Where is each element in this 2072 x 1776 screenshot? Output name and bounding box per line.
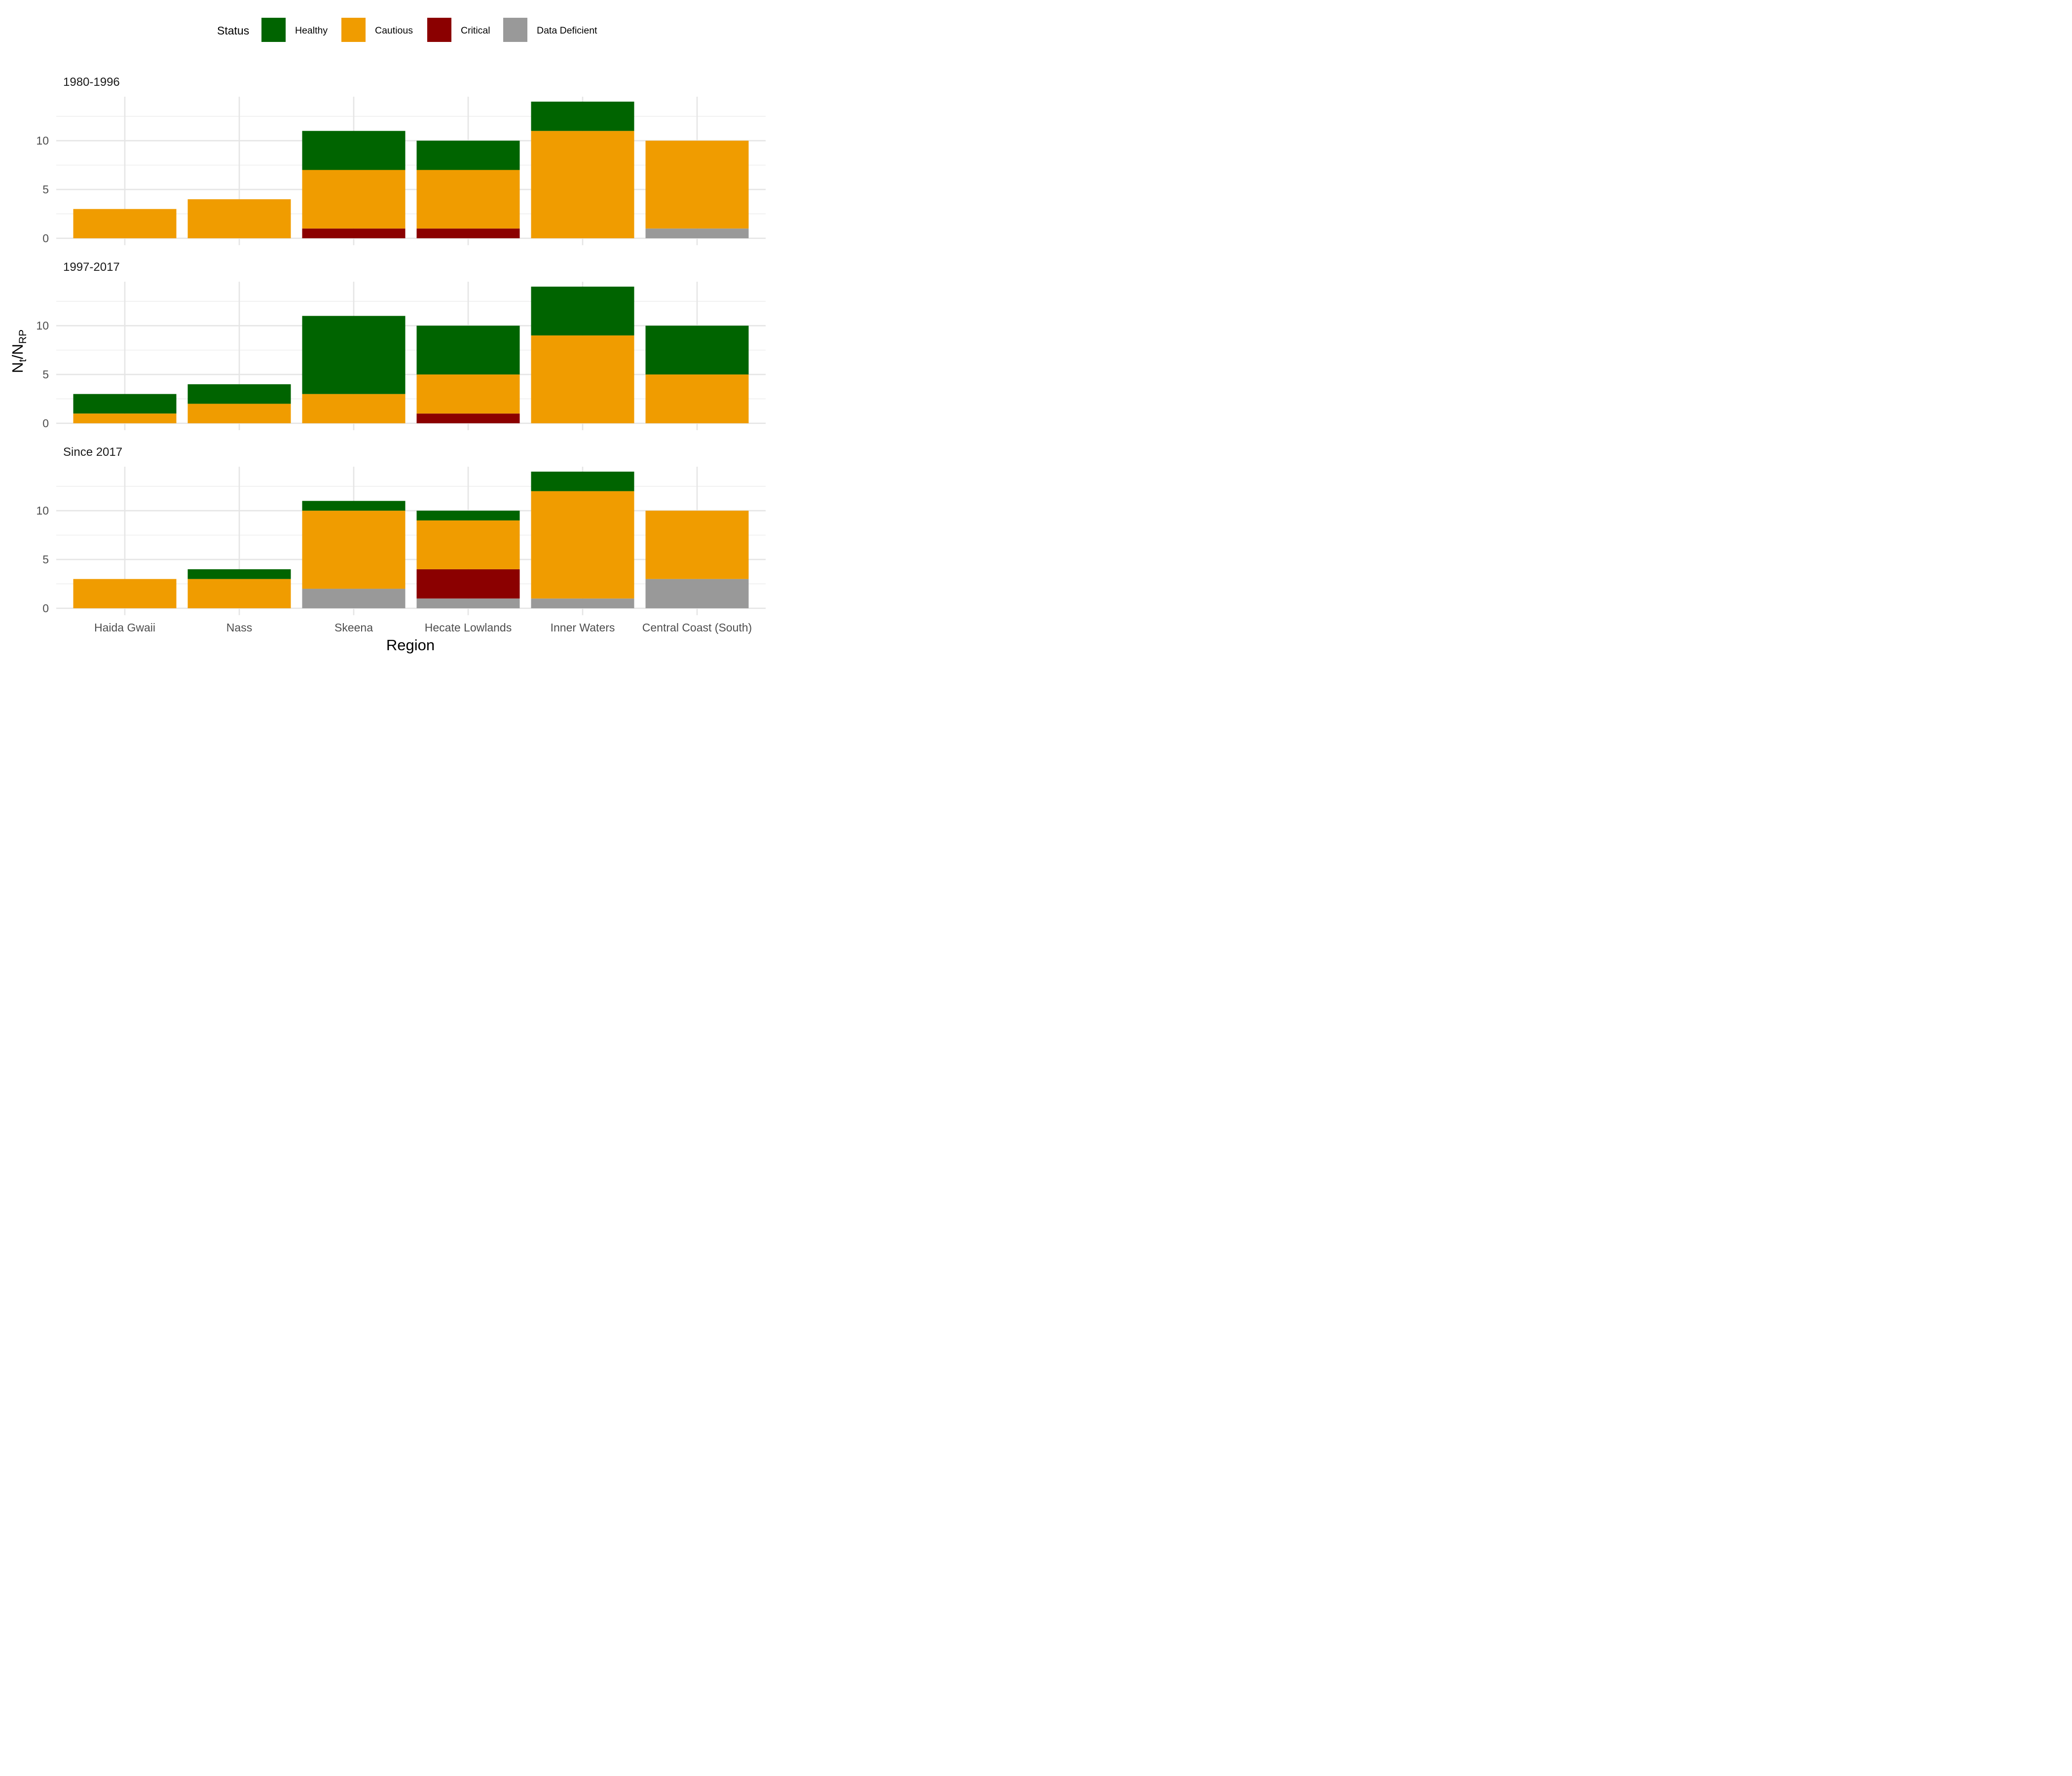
- x-tick-label: Inner Waters: [551, 621, 615, 634]
- bar-segment-dd: [645, 228, 749, 238]
- bar-segment-dd: [302, 589, 406, 608]
- bar-segment-cautious: [187, 404, 291, 423]
- facet-panel-1: 1980-1996 0 5 10: [36, 75, 766, 245]
- y-tick-label: 5: [42, 368, 49, 381]
- bar-segment-cautious: [187, 199, 291, 238]
- legend-swatch-critical: [427, 18, 451, 42]
- x-tick-label: Central Coast (South): [642, 621, 752, 634]
- bar-segment-cautious: [302, 511, 406, 589]
- bar-segment-healthy: [416, 326, 520, 375]
- y-tick-label: 5: [42, 553, 49, 566]
- facet-panels: 1980-1996 0 5 10 1997-2017 0 5 10 Since 2017 0 5 10: [36, 75, 766, 615]
- bar-segment-healthy: [645, 326, 749, 375]
- legend: Status Healthy Cautious Critical Data Defic…: [217, 18, 597, 42]
- x-tick-label: Hecate Lowlands: [425, 621, 512, 634]
- bar-segment-critical: [416, 413, 520, 423]
- bar-segment-cautious: [416, 520, 520, 569]
- bar-segment-cautious: [645, 511, 749, 579]
- bar-segment-cautious: [302, 394, 406, 423]
- bar-segment-critical: [302, 228, 406, 238]
- facet-title: Since 2017: [63, 445, 122, 459]
- bar-segment-healthy: [302, 316, 406, 394]
- bar-segment-critical: [416, 569, 520, 599]
- facet-title: 1980-1996: [63, 75, 120, 89]
- bar-segment-cautious: [416, 170, 520, 229]
- bar-segment-healthy: [302, 131, 406, 170]
- x-axis-title: Region: [386, 636, 435, 654]
- bar-segment-cautious: [531, 491, 634, 599]
- bar-segment-healthy: [187, 569, 291, 579]
- y-tick-label: 10: [36, 504, 49, 517]
- legend-swatch-healthy: [261, 18, 286, 42]
- x-tick-label: Skeena: [334, 621, 373, 634]
- bar-segment-cautious: [187, 579, 291, 608]
- bar-segment-healthy: [531, 287, 634, 335]
- legend-label-dd: Data Deficient: [537, 25, 597, 36]
- y-axis-title-base: N: [9, 362, 26, 373]
- facet-panel-3: Since 2017 0 5 10: [36, 445, 766, 615]
- legend-label-healthy: Healthy: [295, 25, 328, 36]
- bar-segment-cautious: [531, 131, 634, 238]
- bar-segment-cautious: [73, 413, 177, 423]
- y-tick-label: 0: [42, 417, 49, 430]
- bar-segment-dd: [531, 598, 634, 608]
- legend-swatch-dd: [503, 18, 527, 42]
- bar-segment-healthy: [416, 141, 520, 170]
- facet-title: 1997-2017: [63, 260, 120, 274]
- y-axis-title-sub2: RP: [17, 330, 29, 344]
- legend-label-cautious: Cautious: [375, 25, 413, 36]
- x-tick-label: Haida Gwaii: [94, 621, 155, 634]
- bar-segment-cautious: [73, 209, 177, 238]
- bar-segment-healthy: [531, 472, 634, 491]
- y-tick-label: 0: [42, 232, 49, 245]
- y-tick-label: 0: [42, 602, 49, 615]
- x-tick-label: Nass: [226, 621, 252, 634]
- bar-segment-healthy: [416, 511, 520, 520]
- y-axis-title-sub1: t: [17, 359, 29, 362]
- bar-segment-healthy: [531, 102, 634, 131]
- bar-segment-dd: [645, 579, 749, 608]
- bar-segment-cautious: [416, 374, 520, 414]
- y-axis-title-slash: /: [9, 355, 26, 359]
- bar-segment-healthy: [73, 394, 177, 414]
- y-tick-label: 10: [36, 134, 49, 147]
- x-axis-tick-labels: Haida Gwaii Nass Skeena Hecate Lowlands Inne…: [94, 621, 752, 634]
- bar-segment-critical: [416, 228, 520, 238]
- y-axis-title: Nt/NRP: [9, 330, 29, 373]
- bar-segment-healthy: [187, 384, 291, 404]
- legend-label-critical: Critical: [461, 25, 490, 36]
- bar-segment-healthy: [302, 501, 406, 511]
- bar-segment-cautious: [302, 170, 406, 229]
- bar-segment-cautious: [531, 335, 634, 423]
- bar-segment-dd: [416, 598, 520, 608]
- legend-title: Status: [217, 24, 249, 37]
- bar-segment-cautious: [645, 141, 749, 229]
- y-tick-label: 10: [36, 319, 49, 332]
- y-tick-label: 5: [42, 183, 49, 196]
- legend-swatch-cautious: [341, 18, 366, 42]
- bar-segment-cautious: [645, 374, 749, 423]
- facet-panel-2: 1997-2017 0 5 10: [36, 260, 766, 430]
- stacked-bar-chart: Status Healthy Cautious Critical Data Defic…: [9, 18, 766, 654]
- bar-segment-cautious: [73, 579, 177, 608]
- y-axis-title-base2: N: [9, 344, 26, 355]
